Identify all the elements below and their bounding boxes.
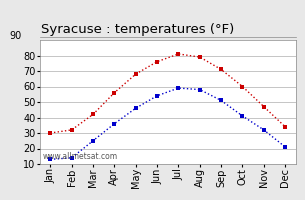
Text: 90: 90 bbox=[9, 31, 21, 41]
Text: Syracuse : temperatures (°F): Syracuse : temperatures (°F) bbox=[41, 23, 235, 36]
Text: www.allmetsat.com: www.allmetsat.com bbox=[42, 152, 117, 161]
